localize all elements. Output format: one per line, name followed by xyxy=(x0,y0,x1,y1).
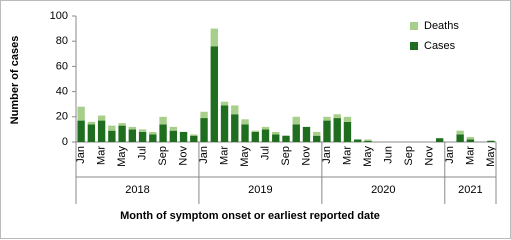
x-tick-label: Mar xyxy=(464,146,476,165)
x-tick-label: Jan xyxy=(198,146,210,164)
bar-segment xyxy=(77,106,85,121)
bar-segment xyxy=(210,46,218,142)
x-tick-label: Mar xyxy=(341,146,353,165)
y-tick-label: 60 xyxy=(56,60,68,72)
bar-segment xyxy=(190,134,198,136)
legend-swatch xyxy=(410,22,418,30)
bar-segment xyxy=(354,139,362,142)
bar-segment xyxy=(292,116,300,125)
bar-segment xyxy=(456,134,464,142)
x-tick-label: Nov xyxy=(177,146,189,166)
bar-segment xyxy=(272,134,280,142)
x-tick-label: Mar xyxy=(96,146,108,165)
bar-segment xyxy=(108,130,116,142)
bar-segment xyxy=(108,125,116,131)
bar-segment xyxy=(364,140,372,142)
bar-segment xyxy=(128,126,137,130)
y-tick-label: 40 xyxy=(56,86,68,98)
group-label: 2018 xyxy=(125,184,149,196)
bar-segment xyxy=(261,129,270,142)
x-tick-label: Jun xyxy=(382,146,394,164)
legend-label: Deaths xyxy=(424,20,459,32)
bar-segment xyxy=(435,138,444,142)
bar-segment xyxy=(282,135,290,142)
x-tick-label: Jul xyxy=(136,146,148,160)
bar-segment xyxy=(241,124,249,142)
bar-segment xyxy=(138,131,147,142)
bar-segment xyxy=(190,135,198,142)
bar-segment xyxy=(210,28,218,47)
x-tick-label: Jan xyxy=(444,146,456,164)
x-axis-title: Month of symptom onset or earliest repor… xyxy=(120,210,380,222)
x-tick-label: Nov xyxy=(300,146,312,166)
bar-segment xyxy=(343,121,352,142)
bar-segment xyxy=(118,123,126,126)
bar-segment xyxy=(128,129,137,142)
bar-segment xyxy=(231,114,239,142)
bar-segment xyxy=(313,135,321,142)
x-tick-label: Mar xyxy=(218,146,230,165)
x-tick-label: Sep xyxy=(157,146,169,166)
bar-segment xyxy=(169,130,178,142)
bar-segment xyxy=(466,139,475,142)
bar-segment xyxy=(292,124,300,142)
bar-segment xyxy=(456,130,464,135)
y-tick-label: 20 xyxy=(56,111,68,123)
bar-segment xyxy=(159,124,167,142)
x-tick-label: Jan xyxy=(75,146,87,164)
bar-segment xyxy=(333,114,341,119)
x-tick-label: Nov xyxy=(423,146,435,166)
x-tick-label: Sep xyxy=(403,146,415,166)
bar-segment xyxy=(87,121,96,125)
y-axis-title: Number of cases xyxy=(9,36,21,125)
x-tick-label: May xyxy=(239,146,251,167)
x-tick-label: May xyxy=(362,146,374,167)
bar-segment xyxy=(149,134,157,142)
x-tick-label: May xyxy=(116,146,128,167)
bar-segment xyxy=(261,126,270,130)
x-tick-label: Jan xyxy=(321,146,333,164)
bar-segment xyxy=(241,119,249,125)
bar-segment xyxy=(323,120,331,142)
bar-segment xyxy=(97,115,106,121)
group-label: 2020 xyxy=(371,184,395,196)
y-tick-label: 100 xyxy=(50,10,68,22)
bar-segment xyxy=(323,116,331,121)
bar-segment xyxy=(200,118,208,142)
group-label: 2021 xyxy=(458,184,482,196)
bar-segment xyxy=(97,120,106,142)
bar-segment xyxy=(313,131,321,136)
bar-segment xyxy=(200,111,208,119)
x-tick-label: Jul xyxy=(259,146,271,160)
bar-segment xyxy=(118,125,126,142)
bar-segment xyxy=(272,131,280,135)
bar-segment xyxy=(343,116,352,122)
legend-swatch xyxy=(410,42,418,50)
bar-segment xyxy=(149,131,157,135)
bar-segment xyxy=(179,131,188,142)
bar-segment xyxy=(77,120,85,142)
bar-segment xyxy=(231,105,239,115)
bar-segment xyxy=(466,136,475,140)
bar-segment xyxy=(220,105,229,142)
bar-segment xyxy=(487,140,495,142)
bar-segment xyxy=(251,131,259,142)
group-label: 2019 xyxy=(248,184,272,196)
legend-label: Cases xyxy=(424,40,456,52)
x-tick-label: May xyxy=(485,146,497,167)
y-tick-label: 80 xyxy=(56,35,68,47)
bar-segment xyxy=(220,101,229,106)
bar-segment xyxy=(302,126,311,142)
bar-segment xyxy=(159,116,167,125)
y-tick-label: 0 xyxy=(62,136,68,148)
x-tick-label: Sep xyxy=(280,146,292,166)
bar-segment xyxy=(364,139,372,141)
bar-segment xyxy=(87,124,96,142)
bar-segment xyxy=(138,129,147,132)
bar-segment xyxy=(169,126,178,131)
bar-segment xyxy=(333,118,341,142)
bar-segment xyxy=(251,130,259,132)
